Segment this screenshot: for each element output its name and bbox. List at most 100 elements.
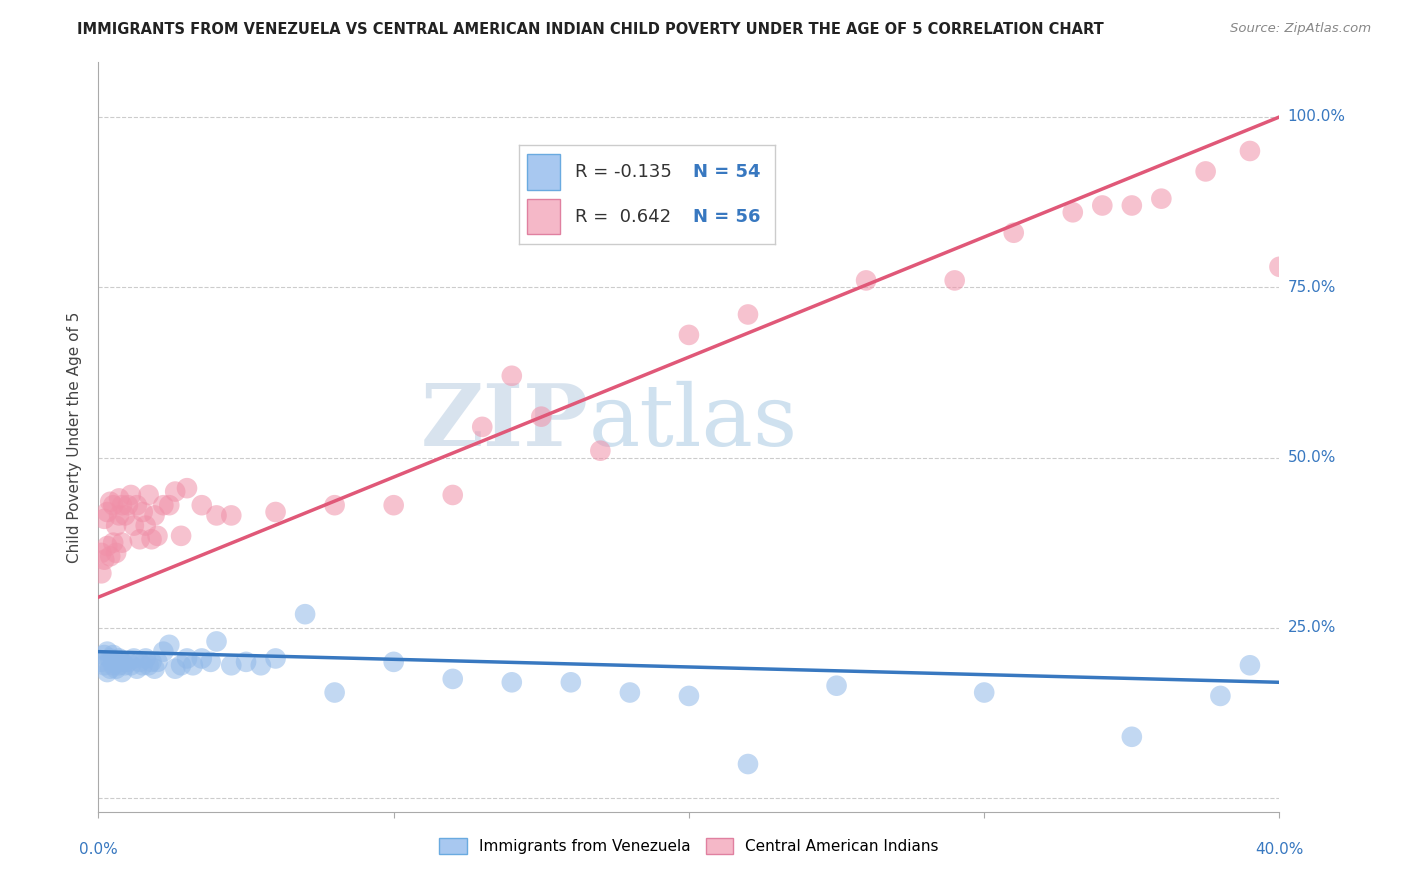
Point — [441, 672, 464, 686]
Point — [111, 535, 134, 549]
Point — [176, 481, 198, 495]
Point — [103, 498, 125, 512]
Point — [678, 689, 700, 703]
Point — [501, 675, 523, 690]
Text: atlas: atlas — [589, 381, 797, 464]
Point — [108, 508, 131, 523]
Point — [114, 508, 136, 523]
Text: Source: ZipAtlas.com: Source: ZipAtlas.com — [1230, 22, 1371, 36]
Point — [96, 539, 118, 553]
Point — [135, 651, 157, 665]
Point — [471, 420, 494, 434]
Point — [108, 491, 131, 506]
Point — [382, 498, 405, 512]
Point — [93, 512, 115, 526]
Text: ZIP: ZIP — [420, 380, 589, 464]
Legend: Immigrants from Venezuela, Central American Indians: Immigrants from Venezuela, Central Ameri… — [433, 832, 945, 860]
Point — [117, 655, 139, 669]
Text: 50.0%: 50.0% — [1288, 450, 1336, 465]
Point — [1121, 198, 1143, 212]
Point — [170, 658, 193, 673]
Point — [1209, 689, 1232, 703]
Point — [441, 488, 464, 502]
Point — [132, 505, 155, 519]
Point — [1239, 144, 1261, 158]
Point — [737, 308, 759, 322]
Point — [1150, 192, 1173, 206]
Point — [323, 498, 346, 512]
Point — [114, 658, 136, 673]
Point — [678, 327, 700, 342]
Y-axis label: Child Poverty Under the Age of 5: Child Poverty Under the Age of 5 — [67, 311, 83, 563]
Point — [200, 655, 222, 669]
Point — [105, 655, 128, 669]
Point — [943, 273, 966, 287]
Point — [157, 638, 180, 652]
Point — [1195, 164, 1218, 178]
Point — [619, 685, 641, 699]
Point — [111, 655, 134, 669]
Point — [125, 662, 148, 676]
Point — [221, 508, 243, 523]
Point — [141, 655, 163, 669]
Point — [90, 546, 112, 560]
Point — [138, 658, 160, 673]
Point — [181, 658, 204, 673]
Text: IMMIGRANTS FROM VENEZUELA VS CENTRAL AMERICAN INDIAN CHILD POVERTY UNDER THE AGE: IMMIGRANTS FROM VENEZUELA VS CENTRAL AME… — [77, 22, 1104, 37]
Point — [1121, 730, 1143, 744]
Point — [143, 508, 166, 523]
Point — [205, 634, 228, 648]
Point — [103, 648, 125, 662]
Text: 75.0%: 75.0% — [1288, 280, 1336, 294]
Point — [98, 495, 121, 509]
Point — [191, 651, 214, 665]
Point — [111, 498, 134, 512]
Point — [1002, 226, 1025, 240]
Point — [122, 651, 145, 665]
Point — [108, 651, 131, 665]
Point — [143, 662, 166, 676]
Point — [1239, 658, 1261, 673]
Point — [221, 658, 243, 673]
Text: 25.0%: 25.0% — [1288, 620, 1336, 635]
Point — [1062, 205, 1084, 219]
Point — [93, 658, 115, 673]
Point — [135, 518, 157, 533]
Point — [111, 665, 134, 679]
Point — [205, 508, 228, 523]
Point — [132, 658, 155, 673]
Point — [96, 645, 118, 659]
Point — [589, 443, 612, 458]
Point — [530, 409, 553, 424]
Point — [96, 505, 118, 519]
Point — [105, 662, 128, 676]
Point — [103, 658, 125, 673]
Point — [152, 498, 174, 512]
Point — [264, 651, 287, 665]
Point — [90, 655, 112, 669]
Text: 0.0%: 0.0% — [79, 842, 118, 857]
Point — [235, 655, 257, 669]
Text: 100.0%: 100.0% — [1288, 110, 1346, 124]
Point — [165, 484, 187, 499]
Point — [98, 549, 121, 564]
Point — [191, 498, 214, 512]
Point — [105, 518, 128, 533]
Point — [98, 662, 121, 676]
Text: N = 56: N = 56 — [693, 208, 761, 226]
Point — [128, 533, 150, 547]
Point — [103, 535, 125, 549]
Point — [501, 368, 523, 383]
Point — [96, 665, 118, 679]
Point — [560, 675, 582, 690]
Point — [294, 607, 316, 622]
Text: 40.0%: 40.0% — [1256, 842, 1303, 857]
Point — [170, 529, 193, 543]
Point — [90, 566, 112, 581]
Bar — [527, 199, 560, 235]
Point — [157, 498, 180, 512]
Point — [98, 651, 121, 665]
Point — [93, 648, 115, 662]
Point — [141, 533, 163, 547]
Point — [122, 518, 145, 533]
